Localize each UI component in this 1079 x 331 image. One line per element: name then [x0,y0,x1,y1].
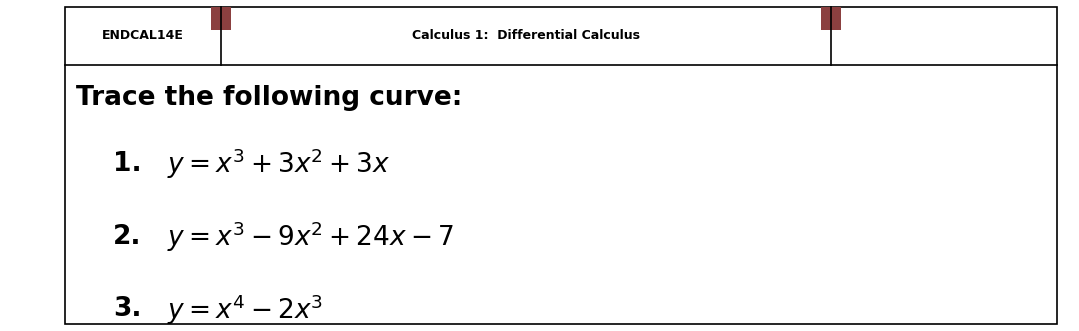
Text: $y = x^4 - 2x^3$: $y = x^4 - 2x^3$ [167,292,324,327]
Text: $y = x^3 - 9x^2 + 24x - 7$: $y = x^3 - 9x^2 + 24x - 7$ [167,219,454,254]
Text: Trace the following curve:: Trace the following curve: [76,85,462,111]
Text: Calculus 1:  Differential Calculus: Calculus 1: Differential Calculus [412,29,640,42]
Text: $y = x^3 + 3x^2 + 3x$: $y = x^3 + 3x^2 + 3x$ [167,147,391,181]
Text: 2.: 2. [113,224,141,250]
Text: 3.: 3. [113,297,141,322]
Bar [821,7,841,30]
Text: ENDCAL14E: ENDCAL14E [103,29,183,42]
Bar [211,7,231,30]
Text: 1.: 1. [113,151,142,177]
